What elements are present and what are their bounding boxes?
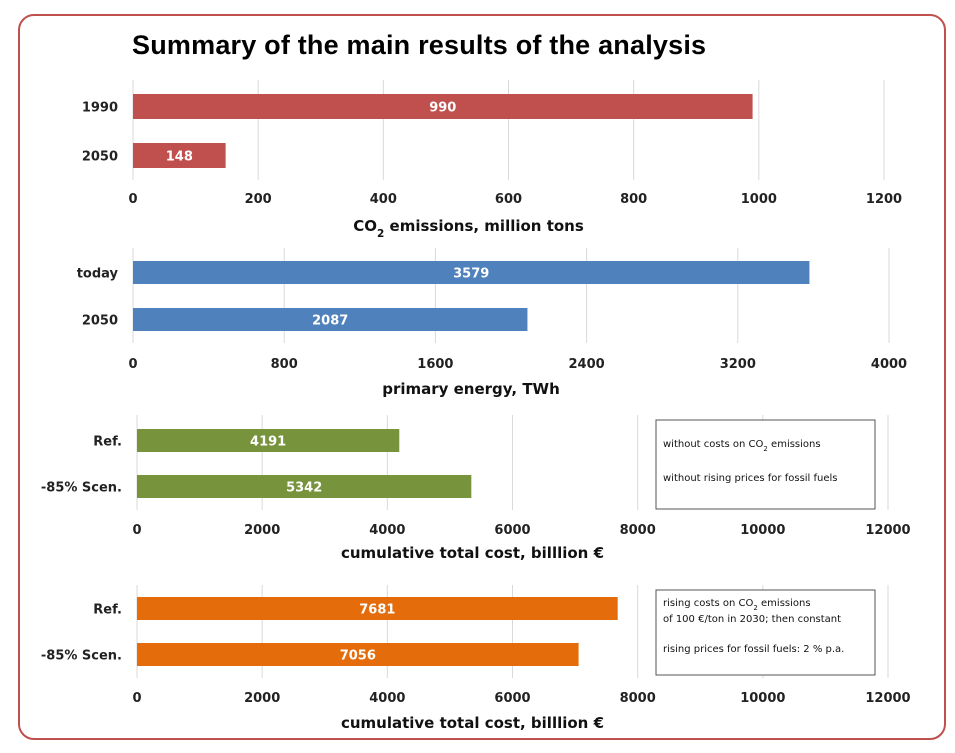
- data-label: 148: [166, 150, 193, 165]
- category-label: today: [77, 267, 119, 282]
- note-text: of 100 €/ton in 2030; then constant: [663, 614, 841, 625]
- x-tick-label: 600: [495, 192, 522, 207]
- chart-2: 0 800 1600 2400 3200 4000 today 3579 2050 2087 pri…: [77, 248, 907, 398]
- note-box: [655, 419, 876, 510]
- x-tick-label: 200: [245, 192, 272, 207]
- page-title: Summary of the main results of the analy…: [132, 30, 707, 60]
- x-tick-label: 400: [370, 192, 397, 207]
- x-tick-label: 4000: [369, 691, 405, 706]
- category-label: 2050: [82, 150, 118, 165]
- x-axis-label: CO2 emissions, million tons: [353, 217, 584, 240]
- x-tick-label: 8000: [620, 523, 656, 538]
- bar: [133, 308, 528, 331]
- x-tick-label: 0: [128, 357, 137, 372]
- x-axis-label: cumulative total cost, billlion €: [341, 714, 604, 732]
- x-tick-label: 1200: [866, 192, 902, 207]
- x-tick-label: 1600: [417, 357, 453, 372]
- category-label: Ref.: [93, 603, 122, 618]
- data-label: 4191: [250, 435, 286, 450]
- category-label: 2050: [82, 314, 118, 329]
- x-tick-label: 12000: [865, 523, 910, 538]
- chart-3: 0 2000 4000 6000 8000 10000 12000 Ref. 4191 -85% …: [41, 415, 911, 562]
- x-tick-label: 800: [620, 192, 647, 207]
- x-tick-label: 10000: [740, 691, 785, 706]
- x-tick-label: 800: [271, 357, 298, 372]
- x-tick-label: 12000: [865, 691, 910, 706]
- x-tick-label: 3200: [720, 357, 756, 372]
- x-tick-label: 2000: [244, 523, 280, 538]
- bar: [133, 143, 226, 168]
- data-label: 3579: [453, 267, 489, 282]
- bar: [133, 94, 753, 119]
- category-label: -85% Scen.: [41, 649, 122, 664]
- category-label: Ref.: [93, 435, 122, 450]
- x-tick-label: 8000: [620, 691, 656, 706]
- x-axis-label: cumulative total cost, billlion €: [341, 544, 604, 562]
- x-tick-label: 2400: [569, 357, 605, 372]
- data-label: 7681: [359, 603, 395, 618]
- bar: [137, 597, 618, 620]
- x-tick-label: 1000: [741, 192, 777, 207]
- x-tick-label: 10000: [740, 523, 785, 538]
- note-text: without costs on CO2 emissions: [663, 439, 821, 453]
- bar: [137, 429, 400, 452]
- note-text: rising prices for fossil fuels: 2 % p.a.: [663, 644, 844, 655]
- x-tick-label: 4000: [871, 357, 907, 372]
- note-text: rising costs on CO2 emissions: [663, 598, 811, 612]
- x-tick-label: 0: [128, 192, 137, 207]
- bar: [133, 261, 810, 284]
- bar: [137, 643, 579, 666]
- note-text: without rising prices for fossil fuels: [663, 473, 838, 484]
- data-label: 5342: [286, 481, 322, 496]
- category-label: -85% Scen.: [41, 481, 122, 496]
- x-tick-label: 0: [132, 691, 141, 706]
- x-axis-label: primary energy, TWh: [382, 380, 560, 398]
- chart-4: 0 2000 4000 6000 8000 10000 12000 Ref. 7681 -85% …: [41, 585, 911, 732]
- data-label: 7056: [340, 649, 376, 664]
- data-label: 990: [429, 101, 456, 116]
- x-tick-label: 6000: [494, 691, 530, 706]
- note-box: [655, 589, 876, 676]
- x-tick-label: 2000: [244, 691, 280, 706]
- x-tick-label: 4000: [369, 523, 405, 538]
- data-label: 2087: [312, 314, 348, 329]
- x-tick-label: 6000: [494, 523, 530, 538]
- x-tick-label: 0: [132, 523, 141, 538]
- bar: [137, 475, 472, 498]
- category-label: 1990: [82, 101, 118, 116]
- chart-1: 0 200 400 600 800 1000 1200 1990 990 2050 148 CO2 e…: [82, 80, 902, 240]
